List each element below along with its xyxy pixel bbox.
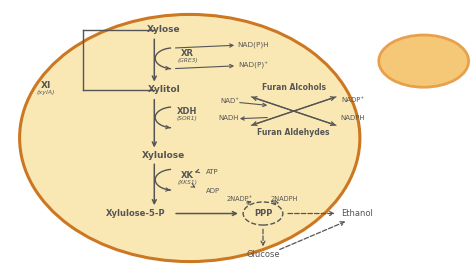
Text: NAD(P)⁺: NAD(P)⁺ [238,62,269,69]
Text: (SOR1): (SOR1) [177,116,198,121]
Text: Xylose: Xylose [147,25,181,34]
Text: NADH: NADH [219,115,239,121]
Text: XDH: XDH [177,107,198,116]
Text: (XKS1): (XKS1) [177,180,197,185]
Text: NAD(P)H: NAD(P)H [238,42,269,48]
Text: Xylulose-5-P: Xylulose-5-P [106,209,165,218]
Text: PPP: PPP [254,209,272,218]
Text: Xylitol: Xylitol [147,86,180,94]
Text: NADPH: NADPH [340,115,365,121]
Text: Ethanol: Ethanol [342,209,374,218]
Text: NAD⁺: NAD⁺ [220,99,239,105]
Text: ADP: ADP [206,188,220,194]
Text: Glucose: Glucose [246,250,280,259]
Text: Xylulose: Xylulose [142,151,185,160]
Text: ATP: ATP [206,169,219,174]
Text: XK: XK [181,171,194,180]
Text: (GRE3): (GRE3) [177,58,198,63]
Text: (xylA): (xylA) [36,90,55,95]
Text: 2NADP⁺: 2NADP⁺ [226,196,253,202]
Text: 2NADPH: 2NADPH [271,196,298,202]
Text: XI: XI [40,81,51,90]
Text: Furan Alcohols: Furan Alcohols [262,83,326,92]
Ellipse shape [19,14,360,262]
Text: NADP⁺: NADP⁺ [341,97,365,104]
Text: XR: XR [181,49,194,58]
Circle shape [379,35,469,87]
Text: Furan Aldehydes: Furan Aldehydes [257,128,330,137]
